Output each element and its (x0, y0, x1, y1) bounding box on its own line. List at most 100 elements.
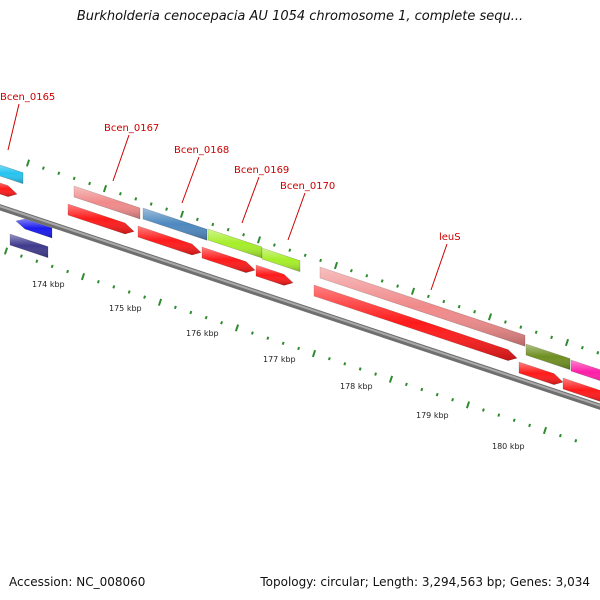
gene-label-bcen-0169[interactable]: Bcen_0169 (234, 165, 289, 176)
upper-tick-minor (550, 335, 554, 340)
upper-tick-track (25, 159, 600, 355)
kbp-label-177: 177 kbp (263, 355, 296, 364)
kbp-label-179: 179 kbp (416, 411, 449, 420)
lower-tick-minor (204, 315, 208, 320)
upper-tick-minor (596, 351, 600, 355)
upper-tick-major (179, 210, 185, 218)
lower-tick-minor (404, 382, 408, 387)
lower-tick-minor (19, 254, 23, 258)
lower-tick-minor (481, 408, 485, 412)
lower-tick-minor (96, 280, 100, 284)
upper-tick-major (487, 313, 493, 321)
lower-tick-minor (35, 259, 39, 263)
topology-stats-text: Topology: circular; Length: 3,294,563 bp… (260, 575, 590, 589)
upper-tick-minor (365, 274, 369, 278)
gene-block-bcen-0165[interactable] (0, 163, 24, 185)
feature-track (0, 163, 600, 402)
lower-tick-minor (420, 387, 424, 392)
upper-tick-minor (149, 202, 153, 206)
gene-label-leus[interactable]: leuS (439, 232, 461, 243)
upper-tick-minor (303, 253, 307, 258)
gene-block-bcen-0170[interactable] (261, 247, 301, 273)
lower-tick-major (80, 273, 86, 281)
label-leaders (7, 103, 448, 291)
upper-tick-minor (88, 181, 92, 186)
lower-tick-major (542, 426, 548, 435)
upper-tick-minor (165, 207, 169, 211)
upper-tick-minor (442, 299, 446, 304)
lower-tick-track (3, 247, 578, 443)
upper-tick-minor (41, 166, 45, 170)
upper-tick-minor (396, 284, 400, 288)
lower-tick-major (388, 375, 394, 383)
upper-tick-minor (319, 258, 323, 263)
gene-block-next-2[interactable] (570, 359, 600, 384)
lower-tick-minor (281, 341, 285, 346)
upper-tick-minor (534, 330, 538, 334)
label-leader-line (287, 192, 306, 241)
lower-tick-minor (143, 295, 147, 299)
lower-tick-minor (451, 397, 455, 402)
lower-tick-minor (297, 346, 301, 351)
upper-tick-minor (195, 217, 199, 222)
upper-tick-minor (380, 279, 384, 283)
lower-tick-minor (358, 367, 362, 371)
label-leader-line (241, 176, 260, 224)
gene-block-leus[interactable] (319, 266, 526, 347)
upper-tick-minor (134, 197, 138, 201)
gene-label-bcen-0165[interactable]: Bcen_0165 (0, 92, 55, 103)
lower-tick-minor (512, 418, 516, 422)
cds-arrow-bcen-0167[interactable] (67, 203, 135, 235)
lower-tick-minor (574, 439, 578, 443)
lower-tick-minor (558, 433, 562, 438)
kbp-label-176: 176 kbp (186, 329, 219, 338)
gene-block-bcen-0168[interactable] (142, 207, 208, 241)
lower-tick-major (157, 298, 163, 306)
upper-tick-minor (503, 320, 507, 324)
gene-label-bcen-0167[interactable]: Bcen_0167 (104, 123, 159, 134)
gene-label-bcen-0168[interactable]: Bcen_0168 (174, 145, 229, 156)
upper-tick-major (256, 236, 262, 244)
upper-tick-minor (426, 294, 430, 299)
cds-arrow-bcen-0169[interactable] (201, 246, 256, 273)
lower-tick-minor (435, 392, 439, 397)
lower-tick-minor (189, 310, 193, 315)
upper-tick-minor (288, 248, 292, 252)
cds-arrow-bcen-0165[interactable] (0, 181, 18, 197)
lower-tick-major (3, 247, 9, 255)
upper-tick-minor (349, 268, 353, 273)
gene-block-reverse-1[interactable] (9, 233, 49, 259)
label-leader-line (7, 103, 20, 151)
gene-block-bcen-0167[interactable] (73, 185, 141, 220)
cds-arrow-next-2[interactable] (562, 377, 600, 402)
lower-tick-minor (220, 321, 224, 325)
gene-label-bcen-0170[interactable]: Bcen_0170 (280, 181, 335, 192)
upper-tick-minor (473, 309, 477, 314)
upper-tick-minor (519, 325, 523, 329)
backbone (0, 204, 600, 410)
upper-tick-major (410, 287, 416, 295)
gene-block-next-1[interactable] (525, 343, 571, 371)
upper-tick-minor (72, 176, 76, 181)
lower-tick-major (465, 401, 471, 409)
upper-tick-minor (457, 304, 461, 309)
cds-arrow-bcen-0170[interactable] (255, 264, 294, 286)
lower-tick-minor (266, 336, 270, 340)
kbp-label-175: 175 kbp (109, 304, 142, 313)
cds-arrow-leus[interactable] (313, 284, 518, 361)
cds-arrow-bcen-0168[interactable] (137, 225, 202, 256)
lower-tick-minor (528, 423, 532, 428)
map-title: Burkholderia cenocepacia AU 1054 chromos… (76, 9, 524, 24)
lower-tick-minor (66, 269, 70, 274)
lower-tick-minor (374, 372, 378, 376)
upper-tick-minor (272, 243, 276, 247)
cds-arrow-reverse-1[interactable] (15, 218, 53, 239)
upper-tick-minor (242, 233, 246, 237)
kbp-label-174: 174 kbp (32, 280, 65, 289)
upper-tick-minor (580, 345, 584, 350)
upper-tick-minor (57, 171, 61, 175)
cds-arrow-next-1[interactable] (518, 361, 564, 385)
upper-tick-minor (118, 192, 122, 196)
gene-labels: Bcen_0165 Bcen_0167 Bcen_0168 Bcen_0169 … (0, 92, 461, 243)
